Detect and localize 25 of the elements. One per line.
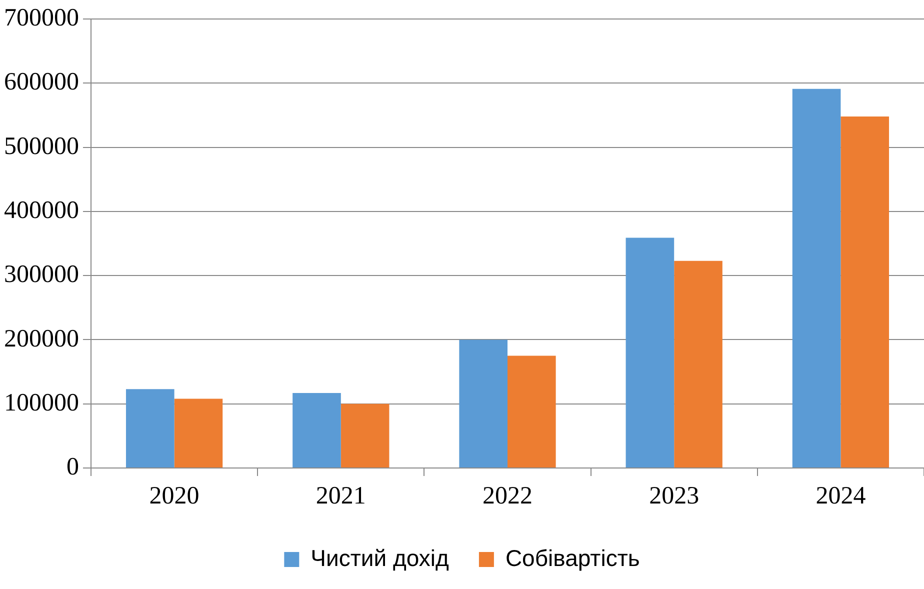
bar	[792, 88, 841, 468]
bar	[126, 389, 174, 468]
legend-label: Собівартість	[505, 544, 640, 571]
legend-label: Чистий дохід	[310, 544, 450, 571]
y-tick-label: 600000	[4, 68, 79, 96]
bar	[174, 398, 223, 468]
bar	[340, 404, 390, 468]
bar	[508, 356, 556, 468]
bar	[459, 340, 508, 468]
bar	[626, 238, 674, 468]
bar	[840, 116, 890, 468]
y-tick-label: 500000	[4, 132, 79, 160]
bar	[674, 260, 722, 468]
y-tick-label: 400000	[4, 196, 79, 224]
x-tick-label: 2022	[482, 482, 532, 510]
y-tick-label: 200000	[4, 325, 79, 352]
y-tick-label: 300000	[4, 261, 79, 288]
x-tick-label: 2024	[816, 482, 866, 510]
bar	[292, 392, 341, 468]
y-tick-label: 100000	[4, 389, 79, 416]
y-tick-label: 0	[66, 454, 79, 481]
y-tick-label: 700000	[4, 4, 79, 32]
x-tick-label: 2023	[649, 482, 700, 510]
x-tick-label: 2020	[149, 482, 200, 510]
x-tick-label: 2021	[316, 482, 366, 510]
